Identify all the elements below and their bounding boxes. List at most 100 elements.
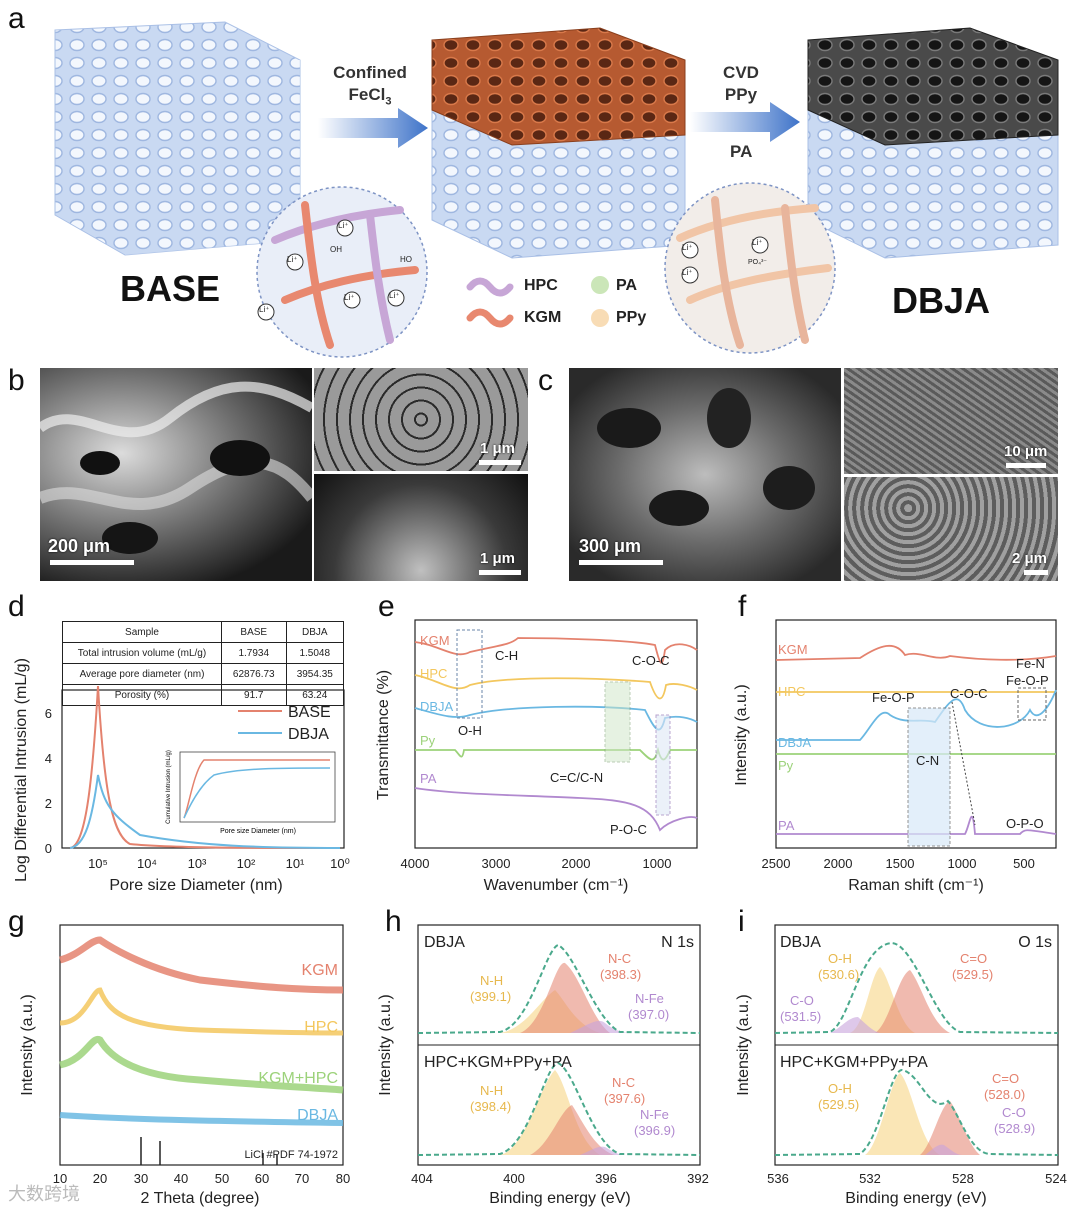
chart-e-frame	[414, 619, 698, 849]
f-annot-cn: C-N	[916, 753, 939, 768]
sem-b-top-scalebar	[479, 460, 521, 465]
chart-h: 404 400 396 392 Binding energy (eV) Inte…	[377, 924, 709, 1207]
d-series-base	[69, 685, 341, 849]
sem-dbja-surface: 10 μm	[844, 368, 1058, 474]
e-annot-ch: C-H	[495, 648, 518, 663]
step1-label: Confined FeCl3	[325, 62, 415, 112]
i-top-co-name: C-O	[790, 993, 814, 1008]
legend-kgm-swatch	[466, 308, 514, 328]
e-series-pa	[414, 787, 698, 832]
g-xtick: 80	[336, 1171, 350, 1186]
h-top-nfe-name: N-Fe	[635, 991, 664, 1006]
f-series-label: Py	[778, 758, 794, 773]
e-annot-poc: P-O-C	[610, 822, 647, 837]
e-xlabel: Wavenumber (cm⁻¹)	[484, 877, 629, 894]
i-top-co-value: (531.5)	[780, 1009, 821, 1024]
sem-b-bottom-scalebar	[479, 570, 521, 575]
i-top-cdo-value: (529.5)	[952, 967, 993, 982]
i-bottom-co-name: C-O	[1002, 1105, 1026, 1120]
e-series-label: DBJA	[420, 699, 454, 714]
dbja-scaffold	[807, 27, 1059, 259]
chart-d: 0 2 4 6 10⁵ 10⁴ 10³ 10² 10¹ 10⁰ Pore siz…	[13, 658, 350, 894]
table-header-row: Sample BASE DBJA	[62, 621, 345, 643]
g-series-dbja	[59, 1112, 344, 1126]
panel-a-label: a	[8, 2, 25, 35]
li-ion-3: Li⁺	[344, 293, 355, 302]
i-top-sample: DBJA	[780, 934, 821, 951]
h-top-nfe-value: (397.0)	[628, 1007, 669, 1022]
e-series-label: KGM	[420, 633, 450, 648]
f-xtick: 500	[1013, 856, 1035, 871]
d-xtick: 10⁰	[330, 856, 350, 871]
watermark: 大数跨境	[8, 1184, 80, 1204]
d-ytick: 6	[45, 706, 52, 721]
i-region: O 1s	[1018, 934, 1052, 951]
d-xtick: 10³	[188, 856, 207, 871]
e-series-label: Py	[420, 733, 436, 748]
legend-hpc-label: HPC	[524, 277, 558, 294]
oh-1: OH	[330, 245, 342, 254]
g-ylabel: Intensity (a.u.)	[19, 994, 36, 1095]
base-scaffold	[54, 21, 301, 256]
i-bottom-peak-co	[925, 1144, 962, 1155]
g-series-label: KGM+HPC	[258, 1070, 338, 1087]
step1-sub: 3	[385, 95, 392, 108]
step2-line1: CVD	[723, 63, 759, 82]
base-title: BASE	[120, 268, 221, 309]
f-annot-fen: Fe-N	[1016, 656, 1045, 671]
d-inset-xlabel: Pore size Diameter (nm)	[220, 828, 296, 835]
sem-c-top-scalebar	[1006, 463, 1046, 468]
network-circle-left	[256, 186, 428, 358]
i-bottom-cdo-value: (528.0)	[984, 1087, 1025, 1102]
f-series-kgm	[775, 645, 1057, 661]
i-top-oh-name: O-H	[828, 951, 852, 966]
h-bottom-nc-name: N-C	[612, 1075, 635, 1090]
f-xlabel: Raman shift (cm⁻¹)	[848, 877, 984, 894]
f-ylabel: Intensity (a.u.)	[733, 684, 750, 785]
i-bottom-peak-co-dbl	[920, 1101, 980, 1155]
legend-pa-label: PA	[616, 277, 638, 294]
sem-b-scale-top: 1 μm	[480, 440, 516, 457]
dbja-title: DBJA	[892, 280, 991, 321]
chart-f: 2500 2000 1500 1000 500 Raman shift (cm⁻…	[733, 619, 1057, 894]
h-top-nh-value: (399.1)	[470, 989, 511, 1004]
i-top-envelope	[774, 941, 1059, 1034]
h-bottom-nfe-value: (396.9)	[634, 1123, 675, 1138]
network-circle-right	[664, 182, 836, 354]
h-xtick: 400	[503, 1171, 525, 1186]
f-series-label: KGM	[778, 642, 808, 657]
f-guide-line	[951, 701, 976, 826]
sem-c-bottom-scalebar	[1024, 570, 1048, 575]
e-series-py	[415, 746, 697, 761]
g-series-kgm	[58, 936, 344, 994]
sem-base-main: 200 μm	[40, 368, 312, 581]
step2-pa: PA	[730, 142, 753, 161]
panel-d-label: d	[8, 590, 25, 623]
i-top-peak-co-dbl	[875, 970, 950, 1033]
h-bottom-nfe-name: N-Fe	[640, 1107, 669, 1122]
f-xtick: 1000	[948, 856, 977, 871]
h-xtick: 404	[411, 1171, 433, 1186]
i-xtick: 528	[952, 1171, 974, 1186]
panel-e-label: e	[378, 590, 395, 623]
d-ytick: 0	[45, 841, 52, 856]
h-top-nc-value: (398.3)	[600, 967, 641, 982]
sem-b-scale-bottom: 1 μm	[480, 550, 516, 567]
i-top-oh-value: (530.6)	[818, 967, 859, 982]
g-xtick: 70	[295, 1171, 309, 1186]
step1-fecl: FeCl	[348, 85, 386, 104]
e-ylabel: Transmittance (%)	[375, 670, 392, 800]
e-xtick: 1000	[643, 856, 672, 871]
f-series-pa	[776, 815, 1057, 835]
d-xtick: 10¹	[286, 856, 305, 871]
h-xtick: 392	[687, 1171, 709, 1186]
f-box-cn	[907, 707, 951, 847]
table-row: Total intrusion volume (mL/g) 1.7934 1.5…	[62, 642, 345, 664]
e-series-kgm	[414, 637, 698, 664]
e-xtick: 2000	[562, 856, 591, 871]
f-annot-feop-1: Fe-O-P	[872, 690, 915, 705]
e-series-hpc	[414, 674, 698, 700]
d-legend-base: BASE	[288, 704, 331, 721]
panel-h-label: h	[385, 905, 402, 938]
sem-base-particles: 1 μm	[314, 474, 528, 581]
